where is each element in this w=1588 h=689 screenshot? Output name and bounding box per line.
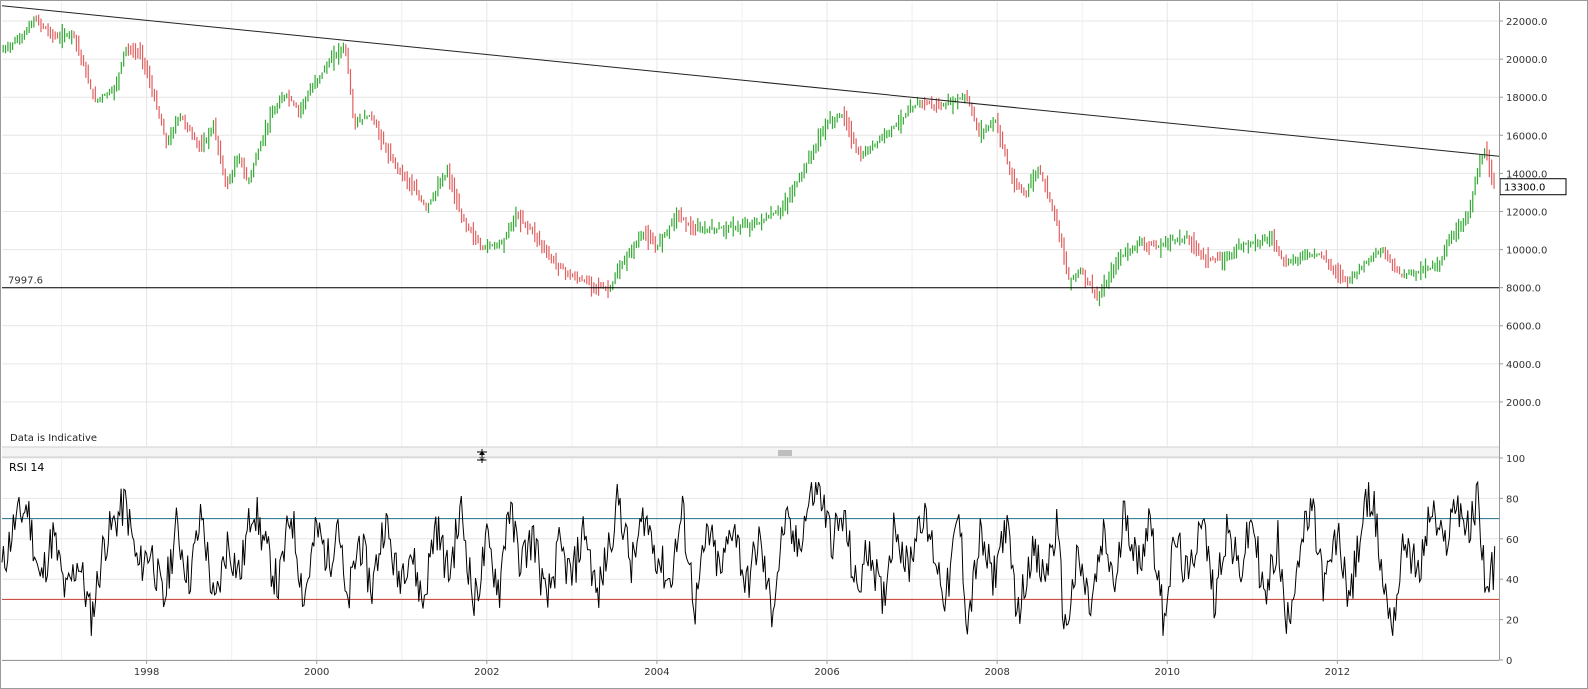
divider-grip-icon[interactable] — [778, 450, 792, 456]
x-tick-label: 2006 — [814, 667, 839, 678]
indicative-note: Data is Indicative — [10, 433, 97, 444]
current-value-marker: 13300.0 — [1499, 178, 1567, 196]
price-grid — [2, 2, 1499, 446]
rsi-tick-label: 100 — [1506, 454, 1525, 465]
price-candles — [2, 14, 1495, 307]
rsi-series-line — [1, 480, 1496, 636]
support-line-label: 7997.6 — [8, 276, 43, 287]
x-tick-label: 2010 — [1155, 667, 1180, 678]
price-tick-label: 14000.0 — [1506, 169, 1547, 180]
x-tick-label: 2004 — [644, 667, 669, 678]
price-tick-label: 2000.0 — [1506, 398, 1541, 409]
current-value-label: 13300.0 — [1504, 183, 1545, 194]
price-tick-label: 18000.0 — [1506, 93, 1547, 104]
resize-handle-icon[interactable] — [477, 449, 487, 463]
rsi-legend: RSI 14 — [9, 461, 44, 474]
rsi-panel: 0 20 40 60 80 100 RSI 14 — [1, 454, 1525, 667]
panel-divider[interactable] — [2, 446, 1499, 458]
x-tick-label: 2008 — [984, 667, 1009, 678]
rsi-tick-label: 80 — [1506, 494, 1519, 505]
rsi-tick-label: 40 — [1506, 575, 1519, 586]
rsi-tick-label: 0 — [1506, 656, 1512, 667]
rsi-tick-label: 20 — [1506, 616, 1519, 627]
x-tick-label: 2002 — [474, 667, 499, 678]
price-tick-label: 8000.0 — [1506, 284, 1541, 295]
price-tick-label: 16000.0 — [1506, 131, 1547, 142]
rsi-y-axis: 0 20 40 60 80 100 — [1499, 454, 1525, 667]
price-tick-label: 22000.0 — [1506, 17, 1547, 28]
x-tick-label: 2000 — [304, 667, 329, 678]
price-tick-label: 10000.0 — [1506, 246, 1547, 257]
x-tick-label: 2012 — [1325, 667, 1350, 678]
price-plot-area — [2, 2, 1499, 446]
price-tick-label: 6000.0 — [1506, 322, 1541, 333]
price-tick-label: 20000.0 — [1506, 55, 1547, 66]
price-y-axis: 2000.0 4000.0 6000.0 8000.0 10000.0 12000.0 14… — [1499, 17, 1547, 409]
price-tick-label: 4000.0 — [1506, 360, 1541, 371]
x-tick-label: 1998 — [134, 667, 159, 678]
price-panel: 7997.6 2000.0 4000.0 6000.0 8000.0 10000.0 12… — [1, 2, 1567, 446]
price-tick-label: 12000.0 — [1506, 207, 1547, 218]
rsi-tick-label: 60 — [1506, 535, 1519, 546]
trend-line — [1, 5, 1500, 157]
